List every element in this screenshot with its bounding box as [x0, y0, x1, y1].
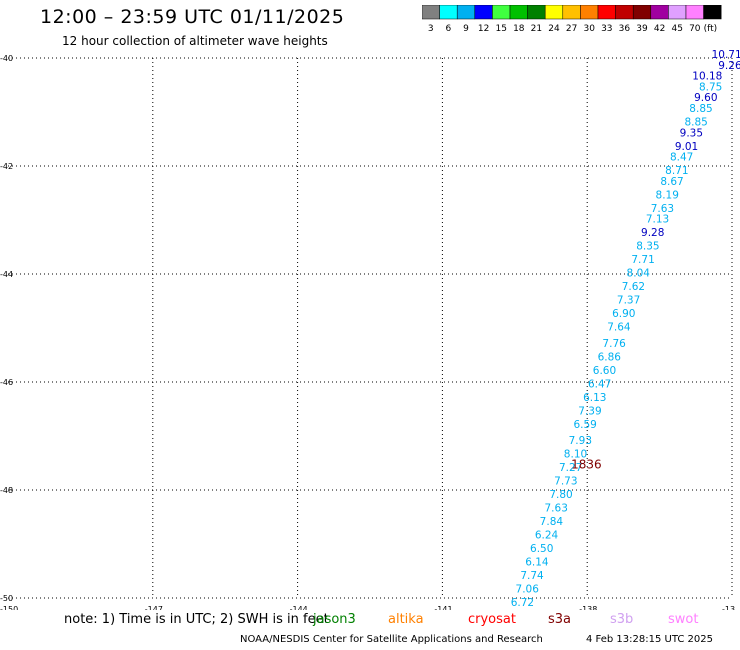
swh-point-label: 9.35 [680, 127, 703, 139]
page-subtitle: 12 hour collection of altimeter wave hei… [62, 34, 328, 48]
swh-point-label: 8.19 [656, 189, 679, 201]
colorbar-label: 42 [654, 24, 665, 34]
satellite-label-1: altika [388, 612, 424, 627]
footnote: note: 1) Time is in UTC; 2) SWH is in fe… [64, 612, 329, 627]
swh-point-label: 6.13 [583, 392, 606, 404]
swh-point-label: 7.37 [617, 295, 640, 307]
colorbar-label: 9 [463, 24, 469, 34]
satellite-label-2: cryosat [468, 612, 516, 627]
generation-timestamp: 4 Feb 13:28:15 UTC 2025 [586, 634, 713, 645]
lat-tick-label: -42 [0, 162, 13, 171]
swh-point-label: 8.10 [564, 449, 587, 461]
swh-point-label: 7.76 [602, 338, 626, 350]
swh-point-label: 6.86 [598, 351, 622, 363]
lat-tick-label: -40 [0, 54, 13, 63]
time-mark-label: 1836 [571, 457, 602, 471]
swh-point-label: 7.64 [607, 322, 631, 334]
swh-point-label: 6.59 [573, 419, 596, 431]
swh-point-label: 7.74 [520, 570, 544, 582]
lat-tick-label: -48 [0, 486, 13, 495]
swh-point-label: 8.47 [670, 152, 693, 164]
swh-point-label: 7.06 [516, 584, 540, 596]
lon-tick-label: -150 [0, 605, 18, 610]
swh-point-label: 6.72 [511, 597, 534, 609]
colorbar-label: 33 [601, 24, 612, 34]
colorbar-label: 39 [636, 24, 648, 34]
colorbar-label: 24 [548, 24, 560, 34]
lat-tick-label: -44 [0, 270, 13, 279]
lat-tick-label: -46 [0, 378, 13, 387]
swh-point-label: 9.60 [694, 92, 717, 104]
agency-credit: NOAA/NESDIS Center for Satellite Applica… [240, 634, 543, 645]
colorbar-label: (ft) [704, 24, 718, 34]
lon-tick-label: -138 [579, 605, 597, 610]
swh-point-label: 6.60 [593, 365, 616, 377]
swh-point-label: 6.90 [612, 308, 635, 320]
colorbar-label: 21 [531, 24, 542, 34]
lon-tick-label: -147 [145, 605, 163, 610]
swh-point-label: 8.71 [665, 165, 688, 177]
swh-point-label: 8.35 [636, 241, 659, 253]
colorbar-label: 45 [671, 24, 682, 34]
swh-point-label: 7.63 [545, 503, 568, 515]
lon-tick-label: -141 [434, 605, 452, 610]
satellite-label-3: s3a [548, 612, 572, 627]
swh-point-label: 7.84 [540, 516, 564, 528]
page-title: 12:00 – 23:59 UTC 01/11/2025 [40, 6, 345, 28]
colorbar-label: 18 [513, 24, 525, 34]
wave-height-map: -40 -42 -44 -46 -48 -50 -150 -147 -144 -141 -138 -1… [0, 49, 740, 610]
colorbar-label: 6 [446, 24, 452, 34]
satellite-label-0: jason3 [313, 612, 356, 627]
swh-point-label: 8.04 [627, 268, 651, 280]
swh-point-label: 7.63 [651, 203, 674, 215]
swh-point-label: 7.39 [578, 405, 601, 417]
colorbar-label: 36 [619, 24, 631, 34]
colorbar-swatch [703, 5, 722, 20]
swh-point-label: 6.24 [535, 530, 559, 542]
lon-tick-label: -144 [290, 605, 308, 610]
swh-point-label: 8.85 [689, 103, 712, 115]
swh-point-label: 6.47 [588, 378, 611, 390]
colorbar-label: 3 [428, 24, 434, 34]
lat-tick-label: -50 [0, 594, 13, 603]
swh-point-label: 8.85 [684, 117, 707, 129]
lon-tick-label: -13 [722, 605, 735, 610]
colorbar-label: 15 [495, 24, 506, 34]
satellite-label-4: s3b [610, 612, 634, 627]
swh-point-label: 6.50 [530, 543, 553, 555]
swh-point-label: 7.93 [569, 435, 592, 447]
swh-point-label: 9.01 [675, 141, 698, 153]
swh-point-label: 10.71 [712, 49, 740, 61]
colorbar-label: 30 [583, 24, 595, 34]
swh-point-label: 7.27 [559, 462, 582, 474]
swh-point-label: 9.26 [718, 60, 740, 72]
colorbar-label: 70 [689, 24, 701, 34]
swh-point-label: 8.67 [660, 176, 683, 188]
swh-point-label: 7.13 [646, 214, 669, 226]
satellite-label-5: swot [668, 612, 699, 627]
color-legend: 3 6 9 12 15 18 21 24 27 30 33 36 39 42 45 70 (ft) [422, 5, 722, 34]
swh-point-label: 7.80 [549, 489, 572, 501]
swh-point-label: 8.75 [699, 81, 722, 93]
swh-point-label: 7.71 [631, 254, 654, 266]
swh-point-label: 7.62 [622, 281, 645, 293]
colorbar-label: 27 [566, 24, 577, 34]
swh-point-label: 9.28 [641, 227, 664, 239]
swh-point-label: 10.18 [692, 71, 722, 83]
colorbar-label: 12 [478, 24, 489, 34]
swh-point-label: 6.14 [525, 557, 549, 569]
swh-point-label: 7.73 [554, 476, 577, 488]
